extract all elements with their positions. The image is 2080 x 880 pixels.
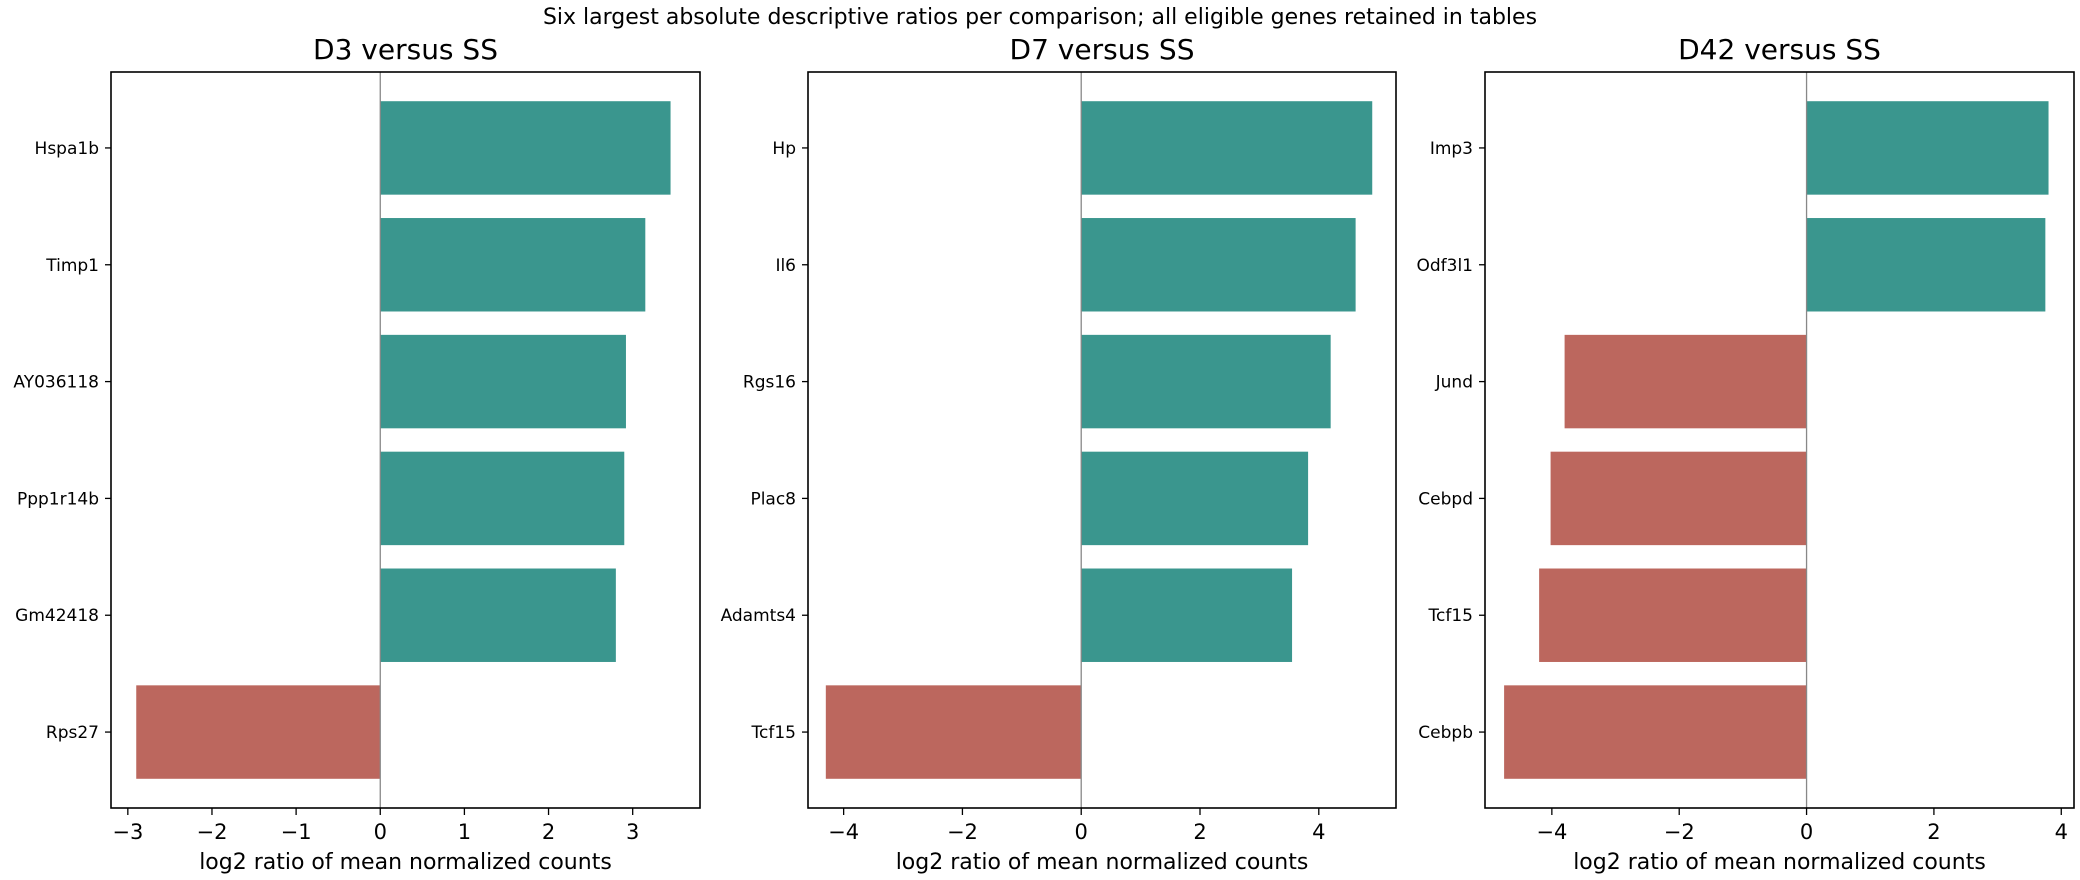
- panel-title: D42 versus SS: [1678, 33, 1881, 66]
- x-axis-label: log2 ratio of mean normalized counts: [1573, 850, 1986, 875]
- bar-hspa1b: [380, 101, 671, 195]
- x-tick-label: −2: [1664, 820, 1695, 844]
- chart-panel-1: Hspa1b Timp1 AY036118 Ppp1r14b Gm42418 Rps27 −…: [13, 33, 701, 875]
- x-tick-label: −3: [112, 820, 143, 844]
- category-label: AY036118: [13, 373, 99, 393]
- bar-hp: [1081, 101, 1373, 195]
- x-tick-label: −1: [281, 820, 312, 844]
- bar-il6: [1081, 218, 1356, 312]
- x-tick-label: 0: [374, 820, 387, 844]
- x-axis-label: log2 ratio of mean normalized counts: [896, 850, 1309, 875]
- bar-rgs16: [1081, 334, 1331, 429]
- bar-ay036118: [380, 334, 626, 429]
- plot-frame: [807, 71, 1397, 809]
- category-label: Jund: [1435, 373, 1473, 393]
- bar-plac8: [1081, 451, 1309, 546]
- bar-odf3l1: [1806, 218, 2046, 312]
- bar-adamts4: [1081, 568, 1293, 662]
- bar-ppp1r14b: [380, 451, 625, 546]
- panel-title: D7 versus SS: [1010, 33, 1195, 66]
- x-tick-label: 0: [1800, 820, 1813, 844]
- x-tick-label: 4: [1312, 820, 1325, 844]
- category-label: Il6: [775, 256, 796, 276]
- category-label: Timp1: [45, 256, 99, 276]
- panel-title: D3 versus SS: [313, 33, 498, 66]
- x-tick-label: 2: [1193, 820, 1206, 844]
- bar-imp3: [1806, 101, 2049, 195]
- x-tick-label: 2: [1927, 820, 1940, 844]
- chart-panel-2: Hp Il6 Rgs16 Plac8 Adamts4 Tcf15 −4 −2 0 2 4 D7 ver…: [721, 33, 1397, 875]
- x-tick-label: −4: [1536, 820, 1567, 844]
- x-tick-label: 3: [626, 820, 639, 844]
- chart-panels: Hspa1b Timp1 AY036118 Ppp1r14b Gm42418 Rps27 −…: [13, 33, 2075, 875]
- x-tick-label: 2: [542, 820, 555, 844]
- x-tick-label: 1: [458, 820, 471, 844]
- category-label: Rps27: [46, 723, 99, 743]
- x-tick-label: −2: [947, 820, 978, 844]
- category-label: Tcf15: [751, 723, 796, 743]
- x-tick-label: 0: [1075, 820, 1088, 844]
- category-label: Imp3: [1430, 139, 1473, 159]
- category-label: Gm42418: [15, 606, 99, 626]
- plot-frame: [1484, 71, 2075, 809]
- x-axis-label: log2 ratio of mean normalized counts: [199, 850, 612, 875]
- bar-cebpd: [1550, 451, 1807, 546]
- bar-tcf15: [1539, 568, 1807, 662]
- category-label: Odf3l1: [1416, 256, 1473, 276]
- x-tick-label: −4: [828, 820, 859, 844]
- chart-panel-3: Imp3 Odf3l1 Jund Cebpd Tcf15 Cebpb −4 −2 0 2 4 D42 …: [1416, 33, 2075, 875]
- category-label: Hspa1b: [35, 139, 99, 159]
- bar-rps27: [136, 685, 381, 779]
- category-label: Tcf15: [1428, 606, 1473, 626]
- bar-gm42418: [380, 568, 616, 662]
- bar-jund: [1564, 334, 1807, 429]
- category-label: Cebpd: [1418, 489, 1473, 509]
- category-label: Adamts4: [721, 606, 796, 626]
- bar-cebpb: [1504, 685, 1807, 779]
- bar-tcf15: [825, 685, 1082, 779]
- plot-frame: [110, 71, 701, 809]
- category-label: Rgs16: [743, 373, 796, 393]
- x-tick-label: 4: [2055, 820, 2068, 844]
- category-label: Plac8: [750, 489, 796, 509]
- category-label: Ppp1r14b: [17, 489, 99, 509]
- figure-suptitle: Six largest absolute descriptive ratios …: [543, 5, 1537, 30]
- category-label: Hp: [772, 139, 796, 159]
- category-label: Cebpb: [1418, 723, 1473, 743]
- x-tick-label: −2: [196, 820, 227, 844]
- bar-timp1: [380, 218, 646, 312]
